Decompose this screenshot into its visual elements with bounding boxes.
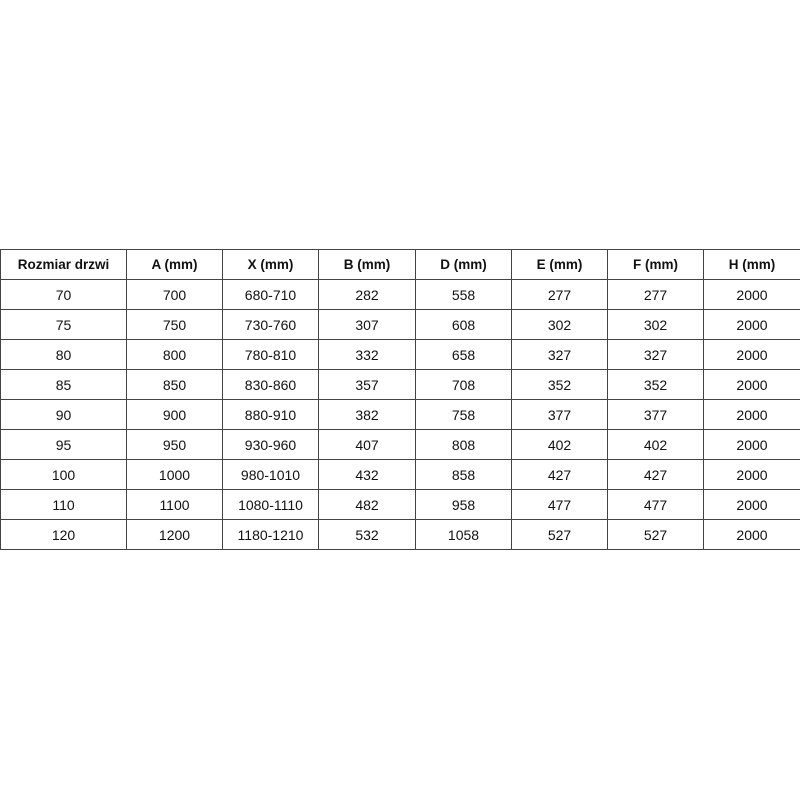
table-cell: 80 <box>0 339 127 370</box>
table-cell: 95 <box>0 429 127 460</box>
table-row: 120 1200 1180-1210 532 1058 527 527 2000 <box>0 519 800 550</box>
table-cell: 532 <box>318 519 416 550</box>
table-cell: 1058 <box>415 519 512 550</box>
table-cell: 2000 <box>703 369 800 400</box>
table-cell: 432 <box>318 459 416 490</box>
table-cell: 482 <box>318 489 416 520</box>
table-cell: 307 <box>318 309 416 340</box>
table-row: 110 1100 1080-1110 482 958 477 477 2000 <box>0 489 800 520</box>
table-cell: 830-860 <box>222 369 319 400</box>
table-cell: 700 <box>126 279 223 310</box>
table-cell: 658 <box>415 339 512 370</box>
table-cell: 477 <box>511 489 608 520</box>
column-header: Rozmiar drzwi <box>0 249 127 280</box>
column-header: H (mm) <box>703 249 800 280</box>
table-cell: 930-960 <box>222 429 319 460</box>
table-cell: 427 <box>511 459 608 490</box>
table-cell: 527 <box>607 519 704 550</box>
table-cell: 302 <box>511 309 608 340</box>
table-cell: 382 <box>318 399 416 430</box>
table-cell: 2000 <box>703 459 800 490</box>
table-cell: 758 <box>415 399 512 430</box>
table-cell: 1000 <box>126 459 223 490</box>
table-row: 70 700 680-710 282 558 277 277 2000 <box>0 279 800 310</box>
table-cell: 402 <box>607 429 704 460</box>
column-header: B (mm) <box>318 249 416 280</box>
column-header: D (mm) <box>415 249 512 280</box>
table-row: 75 750 730-760 307 608 302 302 2000 <box>0 309 800 340</box>
table-cell: 858 <box>415 459 512 490</box>
table-cell: 282 <box>318 279 416 310</box>
table-cell: 780-810 <box>222 339 319 370</box>
table-cell: 427 <box>607 459 704 490</box>
table-cell: 2000 <box>703 429 800 460</box>
table-cell: 950 <box>126 429 223 460</box>
table-cell: 110 <box>0 489 127 520</box>
table-cell: 277 <box>511 279 608 310</box>
table-cell: 377 <box>511 399 608 430</box>
table-cell: 2000 <box>703 279 800 310</box>
table-cell: 958 <box>415 489 512 520</box>
table-cell: 850 <box>126 369 223 400</box>
table-cell: 277 <box>607 279 704 310</box>
table-cell: 75 <box>0 309 127 340</box>
table-cell: 2000 <box>703 309 800 340</box>
table-cell: 880-910 <box>222 399 319 430</box>
door-size-table: Rozmiar drzwi A (mm) X (mm) B (mm) D (mm) E (… <box>0 249 800 550</box>
table-cell: 900 <box>126 399 223 430</box>
table-cell: 357 <box>318 369 416 400</box>
table-cell: 1100 <box>126 489 223 520</box>
table-cell: 477 <box>607 489 704 520</box>
table-cell: 327 <box>511 339 608 370</box>
table-cell: 558 <box>415 279 512 310</box>
table-cell: 608 <box>415 309 512 340</box>
table-cell: 352 <box>607 369 704 400</box>
table-cell: 70 <box>0 279 127 310</box>
table-cell: 1180-1210 <box>222 519 319 550</box>
table-cell: 2000 <box>703 399 800 430</box>
table-cell: 2000 <box>703 489 800 520</box>
table-cell: 800 <box>126 339 223 370</box>
table-cell: 85 <box>0 369 127 400</box>
table-cell: 2000 <box>703 339 800 370</box>
table-cell: 407 <box>318 429 416 460</box>
table-cell: 332 <box>318 339 416 370</box>
table-cell: 402 <box>511 429 608 460</box>
table-cell: 302 <box>607 309 704 340</box>
column-header: F (mm) <box>607 249 704 280</box>
table-cell: 352 <box>511 369 608 400</box>
table-cell: 2000 <box>703 519 800 550</box>
table-cell: 750 <box>126 309 223 340</box>
column-header: A (mm) <box>126 249 223 280</box>
table-row: 80 800 780-810 332 658 327 327 2000 <box>0 339 800 370</box>
table-cell: 730-760 <box>222 309 319 340</box>
table-cell: 1200 <box>126 519 223 550</box>
table-cell: 120 <box>0 519 127 550</box>
table-cell: 100 <box>0 459 127 490</box>
table-row: 90 900 880-910 382 758 377 377 2000 <box>0 399 800 430</box>
table-cell: 527 <box>511 519 608 550</box>
table-header-row: Rozmiar drzwi A (mm) X (mm) B (mm) D (mm) E (… <box>0 249 800 280</box>
column-header: X (mm) <box>222 249 319 280</box>
table-cell: 377 <box>607 399 704 430</box>
table-cell: 90 <box>0 399 127 430</box>
table-row: 100 1000 980-1010 432 858 427 427 2000 <box>0 459 800 490</box>
table-cell: 680-710 <box>222 279 319 310</box>
table-row: 85 850 830-860 357 708 352 352 2000 <box>0 369 800 400</box>
table-cell: 1080-1110 <box>222 489 319 520</box>
table-cell: 980-1010 <box>222 459 319 490</box>
table-cell: 327 <box>607 339 704 370</box>
table-row: 95 950 930-960 407 808 402 402 2000 <box>0 429 800 460</box>
table-cell: 708 <box>415 369 512 400</box>
table-cell: 808 <box>415 429 512 460</box>
column-header: E (mm) <box>511 249 608 280</box>
